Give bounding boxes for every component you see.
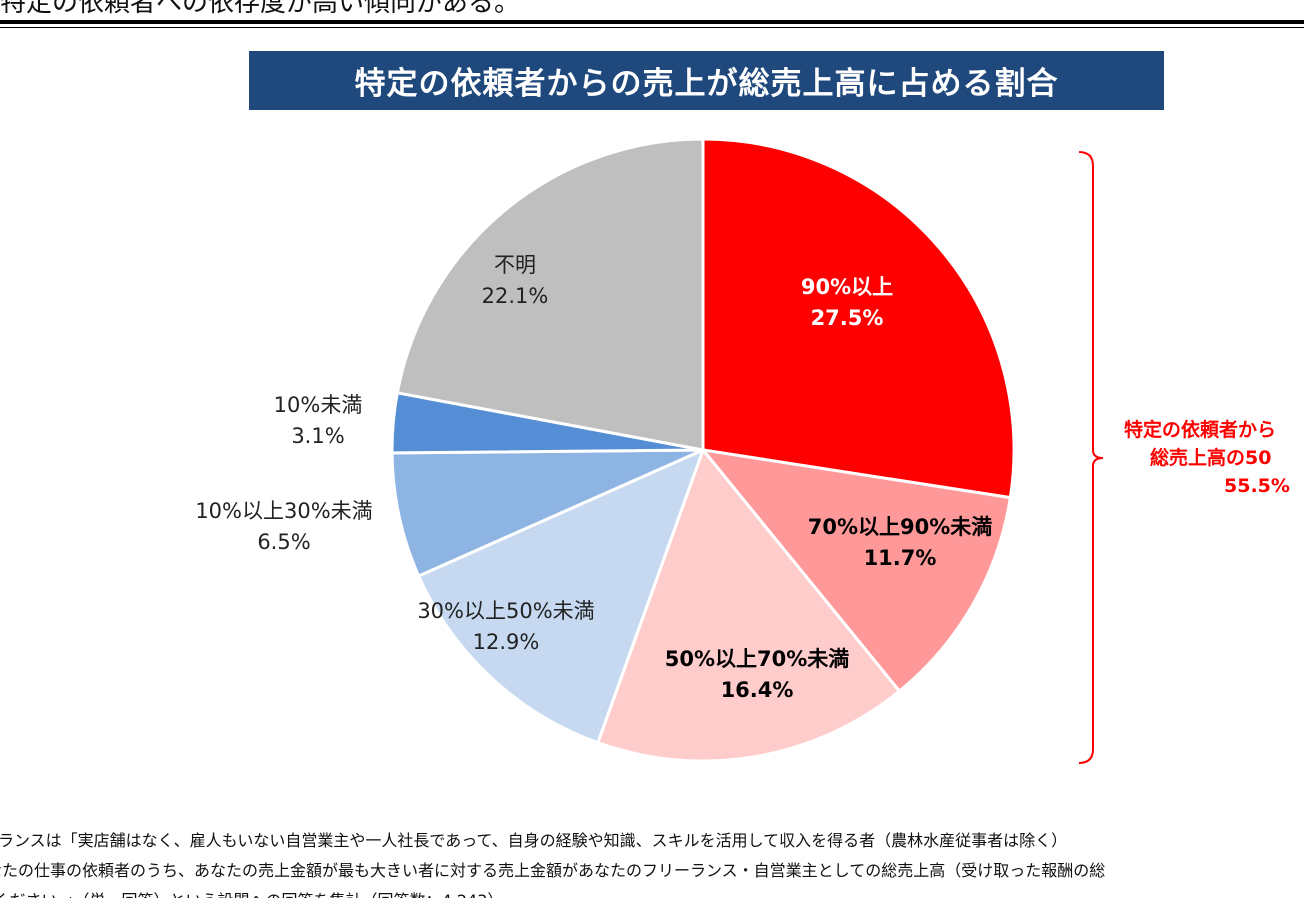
pie-slice-7	[395, 137, 705, 452]
bracket-label-line-1: 特定の依頼者から	[1124, 419, 1277, 441]
slice-value-2: 11.7%	[864, 546, 937, 570]
footnote-line-3: えください。」（単一回答）という設問への回答を集計（回答数：4,243）	[0, 886, 1304, 898]
heading-rule-thick	[0, 20, 1304, 24]
bracket-label-line-2: 総売上高の50	[1150, 447, 1272, 469]
slice-value-5: 6.5%	[257, 530, 310, 554]
slice-label-1: 90%以上	[801, 275, 893, 299]
pie-slice-3	[596, 448, 901, 763]
slice-label-7: 不明	[494, 253, 536, 277]
slice-value-6: 3.1%	[291, 424, 344, 448]
slice-label-2: 70%以上90%未満	[808, 515, 993, 539]
slice-label-4: 30%以上50%未満	[417, 599, 594, 623]
slice-label-3: 50%以上70%未満	[665, 647, 850, 671]
footnote-line-2: なたの仕事の依頼者のうち、あなたの売上金額が最も大きい者に対する売上金額があなた…	[0, 861, 1106, 880]
bracket-label: 特定の依頼者から 総売上高の50 55.5%	[1124, 416, 1304, 500]
footnote-line-1: ーランスは「実店舗はなく、雇人もいない自営業主や一人社長であって、自身の経験や知…	[0, 831, 1068, 850]
heading-rule-thin	[0, 27, 1304, 28]
page-heading: 特定の依頼者への依存度が高い傾向がある。	[0, 0, 521, 18]
slice-value-4: 12.9%	[473, 630, 540, 654]
slice-value-1: 27.5%	[811, 306, 884, 330]
slice-label-5: 10%以上30%未満	[195, 499, 372, 523]
slice-value-3: 16.4%	[721, 678, 794, 702]
pie-slice-4	[417, 448, 705, 745]
pie-slice-2	[701, 448, 1012, 693]
slice-value-7: 22.1%	[482, 284, 549, 308]
pie-slice-1	[701, 137, 1016, 500]
red-bracket	[1078, 151, 1104, 764]
chart-title: 特定の依頼者からの売上が総売上高に占める割合	[249, 51, 1164, 110]
slice-label-6: 10%未満	[274, 393, 363, 417]
pie-slice-5	[390, 448, 705, 578]
bracket-label-line-3: 55.5%	[1224, 475, 1290, 497]
footnotes: ーランスは「実店舗はなく、雇人もいない自営業主や一人社長であって、自身の経験や知…	[0, 826, 1304, 898]
